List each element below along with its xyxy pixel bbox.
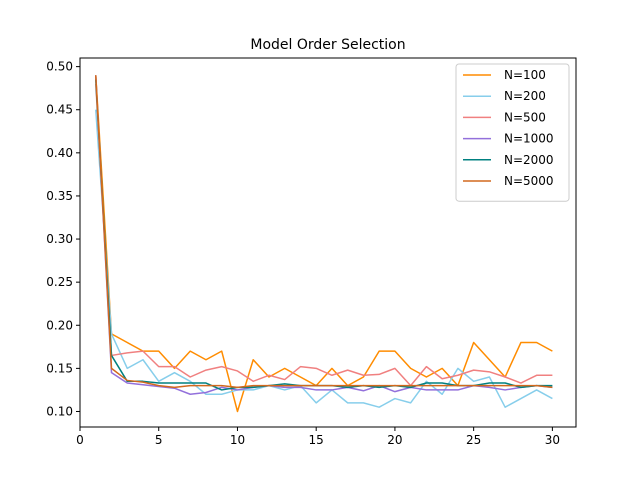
y-tick-label: 0.45	[46, 103, 73, 117]
y-tick-label: 0.40	[46, 146, 73, 160]
y-tick-label: 0.30	[46, 232, 73, 246]
y-tick-label: 0.10	[46, 404, 73, 418]
x-tick-label: 30	[545, 433, 560, 447]
series-line-n-200	[95, 109, 553, 408]
y-tick-label: 0.35	[46, 189, 73, 203]
x-tick-label: 5	[155, 433, 163, 447]
x-tick-label: 20	[387, 433, 402, 447]
legend-label: N=1000	[504, 132, 554, 146]
legend-label: N=100	[504, 68, 546, 82]
series-line-n-5000	[95, 75, 553, 389]
axes-frame	[79, 57, 577, 428]
y-tick-label: 0.15	[46, 361, 73, 375]
series-line-n-500	[95, 83, 553, 387]
y-tick-label: 0.25	[46, 275, 73, 289]
x-tick-label: 10	[230, 433, 245, 447]
x-tick-label: 25	[466, 433, 481, 447]
legend-label: N=500	[504, 110, 546, 124]
legend-label: N=200	[504, 89, 546, 103]
legend-label: N=5000	[504, 174, 554, 188]
y-axis: 0.10 0.15 0.20 0.25 0.30 0.35 0.40 0.45 0.50	[46, 60, 80, 418]
x-tick-label: 15	[309, 433, 324, 447]
legend-box	[455, 63, 570, 202]
legend-label: N=2000	[504, 153, 554, 167]
x-axis: 0 5 10 15 20 25 30	[76, 427, 560, 447]
y-tick-label: 0.50	[46, 60, 73, 74]
legend: N=100 N=200 N=500 N=1000 N=2000 N=5000	[455, 63, 570, 202]
x-tick-label: 0	[76, 433, 84, 447]
plot-lines	[95, 75, 553, 413]
y-tick-label: 0.20	[46, 318, 73, 332]
series-line-n-100	[95, 75, 553, 413]
chart-title: Model Order Selection	[250, 37, 405, 53]
